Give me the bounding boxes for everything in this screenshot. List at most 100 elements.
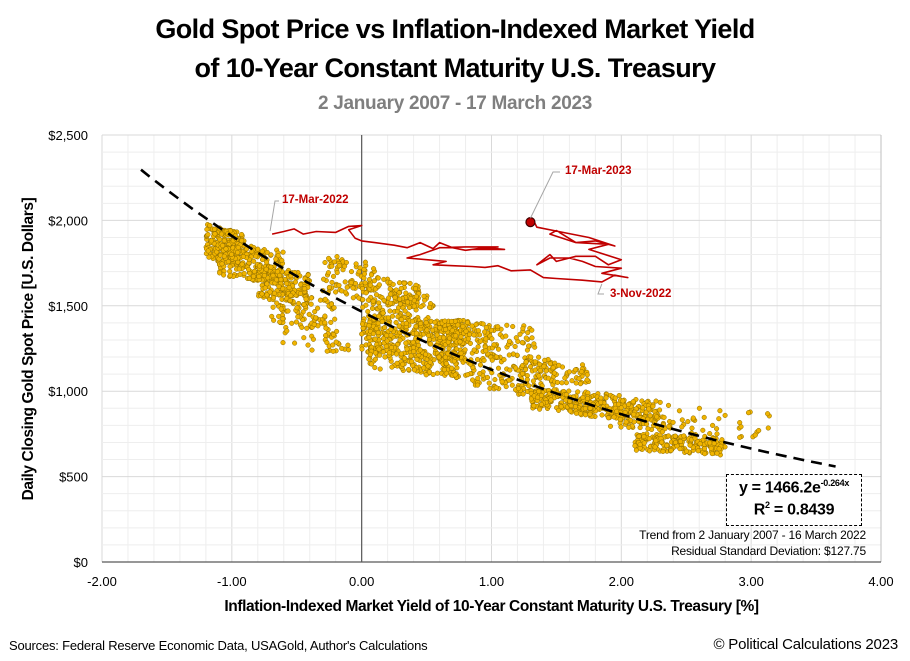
data-point bbox=[567, 408, 573, 414]
data-point bbox=[277, 272, 283, 278]
data-point bbox=[227, 263, 233, 270]
data-point bbox=[569, 378, 575, 384]
data-point bbox=[345, 342, 351, 348]
data-point bbox=[256, 263, 263, 269]
data-point bbox=[541, 363, 547, 369]
data-point bbox=[372, 365, 378, 371]
data-point bbox=[625, 401, 632, 408]
data-point bbox=[503, 384, 509, 390]
data-point bbox=[407, 280, 413, 286]
data-point bbox=[287, 297, 293, 304]
data-point bbox=[650, 403, 656, 409]
data-point bbox=[636, 433, 642, 439]
data-point bbox=[424, 327, 430, 333]
data-point bbox=[520, 325, 526, 331]
data-point bbox=[631, 411, 637, 417]
data-point bbox=[532, 367, 538, 373]
data-point bbox=[285, 308, 291, 314]
data-point bbox=[620, 398, 626, 404]
data-point bbox=[270, 295, 277, 301]
data-point bbox=[483, 348, 489, 354]
data-point bbox=[339, 288, 345, 294]
data-point bbox=[573, 380, 579, 386]
data-point bbox=[460, 323, 466, 329]
data-point bbox=[398, 351, 404, 357]
data-point bbox=[217, 236, 223, 243]
data-point bbox=[492, 377, 498, 383]
data-point bbox=[681, 433, 687, 439]
data-point bbox=[352, 280, 359, 287]
data-point bbox=[616, 392, 622, 399]
data-point bbox=[326, 284, 332, 290]
copyright-note: © Political Calculations 2023 bbox=[713, 636, 898, 653]
data-point bbox=[503, 333, 509, 339]
data-point bbox=[517, 331, 523, 337]
data-point bbox=[455, 322, 461, 328]
data-point bbox=[299, 324, 305, 330]
chart-title-line-2: of 10-Year Constant Maturity U.S. Treasu… bbox=[194, 53, 717, 83]
data-point bbox=[394, 360, 400, 366]
data-point bbox=[462, 347, 468, 353]
data-point bbox=[372, 356, 378, 362]
data-point bbox=[471, 332, 477, 338]
data-point bbox=[579, 369, 585, 375]
data-point bbox=[551, 370, 557, 376]
data-point bbox=[239, 238, 245, 244]
data-point bbox=[626, 424, 632, 430]
data-point bbox=[396, 323, 402, 329]
data-point bbox=[372, 336, 378, 342]
data-point bbox=[286, 285, 292, 291]
data-point bbox=[264, 292, 270, 298]
data-point bbox=[714, 426, 720, 432]
data-point bbox=[393, 319, 399, 326]
data-point bbox=[550, 365, 556, 371]
data-point bbox=[637, 425, 643, 431]
data-point bbox=[672, 433, 678, 439]
data-point bbox=[491, 342, 497, 348]
data-point bbox=[633, 447, 639, 453]
data-point bbox=[270, 273, 276, 279]
data-point bbox=[484, 374, 491, 381]
data-point bbox=[689, 425, 695, 431]
data-point bbox=[607, 423, 614, 429]
data-point bbox=[348, 269, 355, 275]
data-point bbox=[400, 361, 406, 367]
data-point bbox=[329, 279, 335, 285]
data-point bbox=[562, 375, 568, 381]
data-point bbox=[330, 273, 337, 279]
data-point bbox=[611, 414, 617, 420]
data-point bbox=[563, 380, 569, 386]
data-point bbox=[333, 289, 339, 295]
data-point bbox=[359, 346, 365, 352]
data-point bbox=[707, 440, 713, 446]
data-point bbox=[377, 304, 383, 310]
data-point bbox=[661, 414, 667, 420]
data-point bbox=[475, 328, 481, 334]
data-point bbox=[531, 341, 537, 347]
data-point bbox=[279, 257, 285, 264]
r2-superscript: 2 bbox=[765, 500, 770, 511]
x-axis-label: Inflation-Indexed Market Yield of 10-Yea… bbox=[224, 598, 759, 615]
data-point bbox=[519, 340, 525, 346]
data-point bbox=[227, 272, 233, 278]
data-point bbox=[617, 416, 623, 422]
data-point bbox=[235, 244, 241, 251]
x-tick-label: 2.00 bbox=[609, 574, 634, 589]
data-point bbox=[359, 321, 366, 327]
data-point bbox=[292, 279, 298, 285]
data-point bbox=[421, 365, 427, 371]
data-point bbox=[710, 422, 716, 428]
data-point bbox=[366, 356, 372, 362]
data-point bbox=[383, 343, 389, 349]
data-point bbox=[403, 340, 409, 346]
data-point bbox=[415, 342, 422, 348]
data-point bbox=[219, 261, 225, 267]
data-point bbox=[241, 270, 247, 277]
data-point bbox=[513, 365, 519, 371]
data-point bbox=[483, 325, 489, 331]
data-point bbox=[475, 375, 481, 381]
data-point bbox=[536, 354, 542, 360]
data-point bbox=[697, 441, 703, 447]
data-point bbox=[480, 321, 486, 327]
tick-labels: -2.00 -1.00 0.00 1.00 2.00 3.00 4.00 $0 $500 $1,0… bbox=[48, 128, 893, 589]
